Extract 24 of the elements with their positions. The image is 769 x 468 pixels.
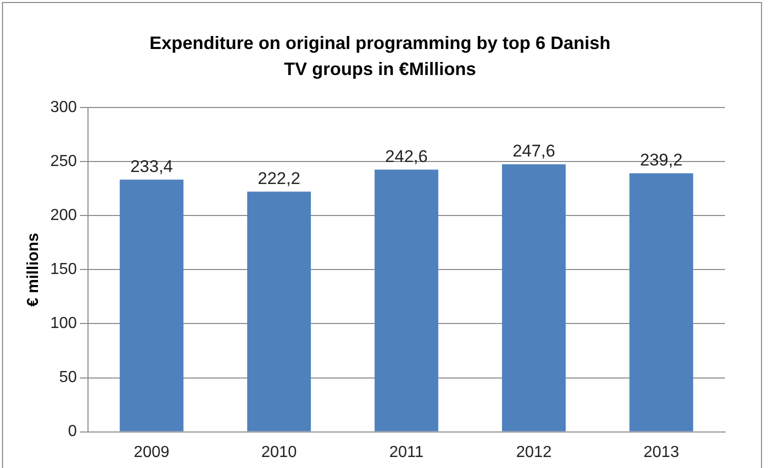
data-label: 222,2 bbox=[258, 168, 300, 188]
chart-title: Expenditure on original programming by top 6 Danish TV groups in €Millions bbox=[148, 32, 612, 81]
data-label: 239,2 bbox=[640, 150, 683, 170]
y-tick-label: 300 bbox=[50, 99, 77, 116]
y-tick-label: 200 bbox=[50, 207, 77, 224]
x-tick-label: 2011 bbox=[389, 444, 424, 461]
data-label: 247,6 bbox=[512, 141, 556, 160]
y-tick-label: 50 bbox=[59, 369, 77, 386]
x-tick-label: 2010 bbox=[261, 444, 297, 461]
x-tick-label: 2013 bbox=[643, 444, 680, 461]
bar bbox=[629, 173, 694, 432]
y-tick-label: 250 bbox=[50, 153, 77, 170]
bar bbox=[247, 192, 311, 432]
data-label: 233,4 bbox=[130, 156, 173, 176]
data-label: 242,6 bbox=[385, 146, 428, 166]
bar bbox=[120, 180, 184, 432]
y-tick-label: 150 bbox=[50, 261, 77, 278]
bar bbox=[374, 170, 438, 432]
bar bbox=[502, 164, 566, 432]
y-tick-label: 100 bbox=[50, 315, 77, 332]
x-tick-label: 2012 bbox=[516, 444, 552, 461]
y-axis-title: € millions bbox=[25, 232, 42, 307]
y-tick-label: 0 bbox=[68, 423, 77, 440]
x-tick-label: 2009 bbox=[134, 444, 170, 461]
